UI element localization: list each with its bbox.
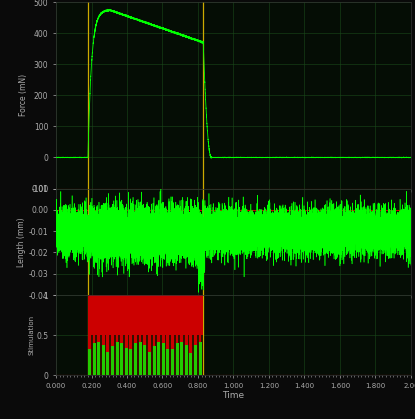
Bar (106, 352, 110, 375)
Bar (176, 343, 178, 375)
Bar (166, 349, 169, 375)
Bar (116, 341, 119, 375)
Bar (155, 335, 157, 375)
Bar (93, 343, 95, 375)
Bar (194, 346, 197, 375)
Bar (185, 345, 188, 375)
Bar (153, 346, 156, 375)
Bar (123, 335, 125, 375)
Bar (188, 335, 189, 375)
Bar (109, 335, 111, 375)
Y-axis label: Force (mN): Force (mN) (20, 74, 28, 116)
Bar (125, 349, 128, 375)
Bar (95, 335, 97, 375)
Bar (139, 341, 142, 375)
Bar (171, 349, 174, 375)
Bar (162, 343, 165, 375)
Bar (91, 335, 93, 375)
Bar (151, 335, 153, 375)
Bar (183, 335, 185, 375)
Bar (197, 335, 199, 375)
Bar (164, 335, 166, 375)
Bar (105, 335, 106, 375)
Y-axis label: Length (mm): Length (mm) (17, 217, 26, 266)
Bar (189, 352, 193, 375)
Bar (120, 343, 123, 375)
Bar (201, 335, 203, 375)
Bar (178, 335, 180, 375)
Bar (102, 345, 105, 375)
Y-axis label: Stimulation: Stimulation (29, 315, 35, 355)
Bar (160, 335, 162, 375)
Bar (199, 341, 202, 375)
Bar (118, 335, 120, 375)
Bar (134, 343, 137, 375)
Bar (114, 335, 116, 375)
Bar (157, 341, 160, 375)
Bar (88, 295, 203, 375)
Bar (100, 335, 102, 375)
Bar (192, 335, 194, 375)
Bar (143, 345, 146, 375)
Bar (142, 335, 143, 375)
Bar (137, 335, 139, 375)
Bar (132, 335, 134, 375)
Bar (146, 335, 148, 375)
Bar (174, 335, 176, 375)
Bar (148, 352, 151, 375)
Bar (169, 335, 171, 375)
Bar (88, 349, 91, 375)
Bar (111, 346, 114, 375)
Bar (128, 335, 129, 375)
X-axis label: Time: Time (222, 391, 244, 401)
Bar (129, 349, 132, 375)
Bar (180, 341, 183, 375)
Bar (97, 341, 100, 375)
